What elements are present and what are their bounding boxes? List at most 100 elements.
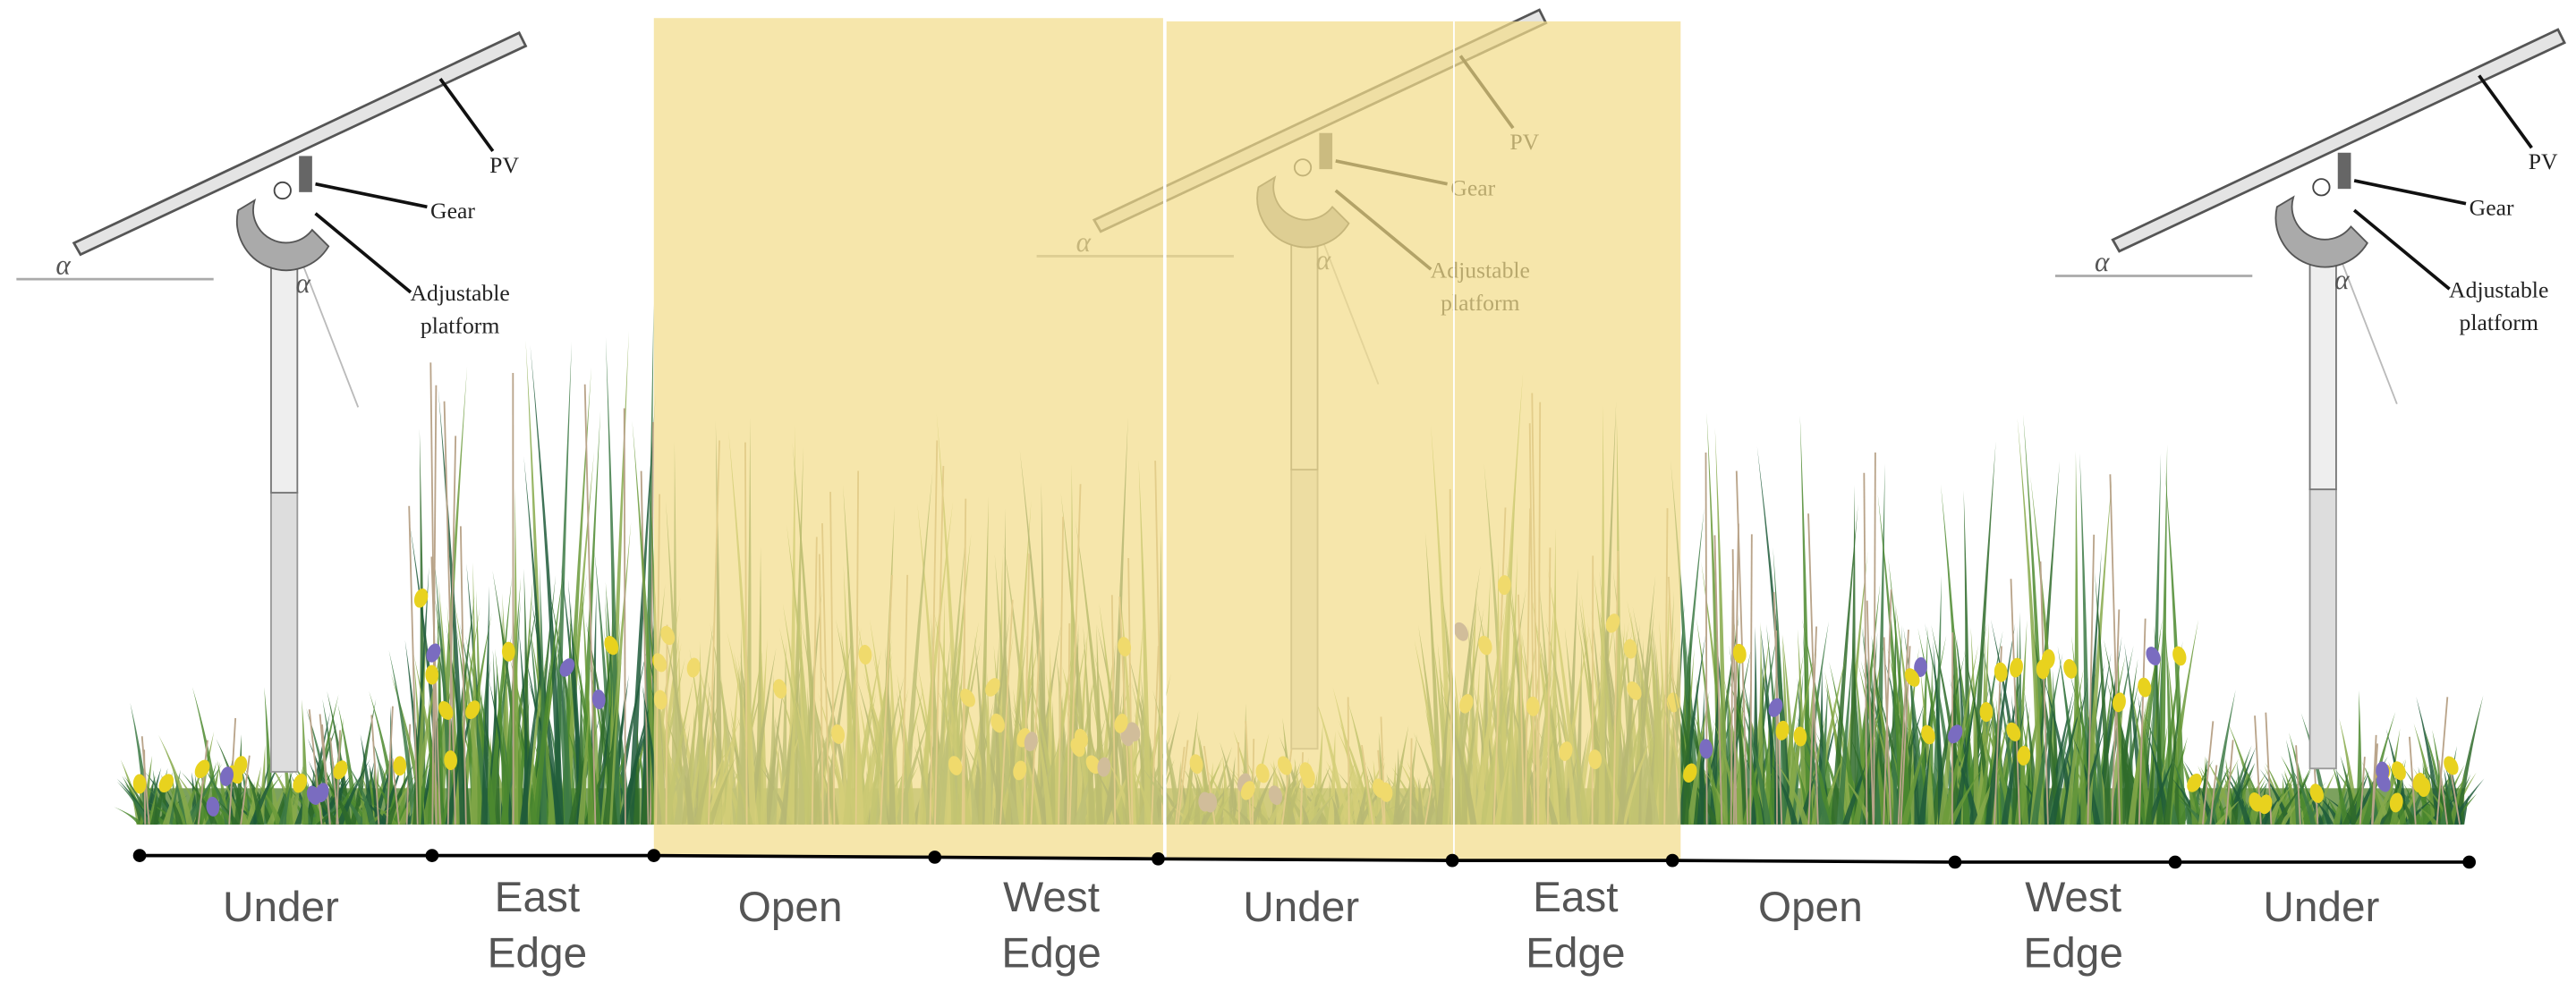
- grass-blade: [2145, 727, 2171, 825]
- zone-labels: Under East Edge Open West Edge Under East Edge Op…: [223, 874, 2380, 977]
- ground-dot: [647, 849, 661, 862]
- grass-blade: [186, 763, 223, 825]
- grass-blade: [495, 648, 509, 825]
- stem: [1807, 513, 1819, 825]
- stem: [1873, 452, 1876, 825]
- flower: [2010, 657, 2023, 678]
- stem: [1749, 534, 1753, 825]
- grass-blade: [2176, 798, 2206, 825]
- flower: [2309, 783, 2324, 803]
- stem: [2201, 721, 2215, 825]
- ground-line: [140, 853, 2470, 864]
- grass-blade: [620, 693, 653, 825]
- grass-blade: [2413, 723, 2439, 825]
- adjustable-platform: [2274, 195, 2368, 268]
- flower: [293, 774, 308, 793]
- stem: [2209, 765, 2218, 825]
- flower: [219, 766, 234, 786]
- grass-blade: [2145, 749, 2155, 825]
- alpha-label: α: [2334, 264, 2350, 295]
- stem: [1807, 626, 1818, 825]
- stem: [2087, 534, 2096, 825]
- flower: [1904, 668, 1920, 687]
- grass-blade: [116, 781, 151, 825]
- grass-blade: [1978, 706, 2015, 825]
- grass-blade: [266, 758, 301, 825]
- grass-blade: [1909, 664, 1921, 825]
- gear: [299, 156, 312, 192]
- tilt-ref: [294, 246, 360, 408]
- shade-overlay: [1166, 21, 1681, 861]
- flower: [315, 783, 329, 803]
- grass-blade: [168, 785, 186, 825]
- grass-blade: [234, 734, 242, 825]
- flower: [2138, 677, 2152, 698]
- grass-blade: [521, 706, 529, 825]
- flower: [425, 665, 439, 685]
- stem: [370, 715, 380, 825]
- grass-blade: [1877, 493, 1907, 825]
- arrow: [314, 212, 412, 294]
- grass-blade: [2181, 761, 2199, 825]
- pv-panel: [72, 30, 528, 257]
- grass-blade: [1977, 712, 1994, 825]
- zone-label: Open: [1758, 884, 1863, 931]
- stem: [240, 755, 251, 825]
- flower: [1775, 720, 1790, 741]
- grass-blade: [1953, 688, 1977, 825]
- grass-blade: [319, 773, 353, 825]
- stem: [329, 737, 339, 825]
- grass-blade: [1801, 618, 1836, 825]
- stem: [391, 758, 400, 825]
- grass-blade: [1714, 428, 1728, 825]
- stem: [2437, 760, 2448, 825]
- flower: [1921, 724, 1935, 745]
- ground-dot: [1152, 851, 1165, 866]
- pole-lower: [2308, 488, 2337, 770]
- grass-blade: [549, 591, 585, 825]
- flower: [559, 658, 575, 677]
- grass-blade: [2447, 769, 2467, 825]
- ground-dot: [1445, 853, 1459, 868]
- grass-blade: [278, 780, 292, 825]
- grass-blade: [1944, 729, 1980, 825]
- grass-blade: [205, 768, 232, 825]
- flower: [1683, 763, 1697, 783]
- grass-blade: [594, 699, 612, 825]
- flower: [1979, 702, 1994, 723]
- alpha-label: α: [2095, 246, 2110, 277]
- zone-label: Edge: [2023, 929, 2122, 977]
- stem: [431, 385, 438, 825]
- grass-blade: [304, 789, 340, 825]
- stem: [2010, 579, 2021, 825]
- pv-unit: PV Gear Adjustable platform α α: [2054, 28, 2567, 770]
- flower: [2006, 722, 2021, 741]
- grass-blade: [1696, 689, 1705, 825]
- flower: [444, 750, 457, 771]
- platform-label: platform: [421, 313, 499, 339]
- pole-upper: [270, 245, 299, 494]
- grass-blade: [2163, 690, 2181, 825]
- grass-blade: [530, 344, 565, 825]
- flower: [393, 756, 407, 776]
- grass-blade: [1888, 556, 1912, 825]
- zone-label: Edge: [1526, 929, 1625, 977]
- grass-blade: [2200, 766, 2224, 825]
- grass-blade: [549, 601, 572, 825]
- grass-blade: [509, 656, 543, 825]
- ground-dot: [1948, 855, 1962, 869]
- stem: [583, 384, 597, 825]
- grass-blade: [1687, 690, 1710, 825]
- pole-lower: [270, 491, 299, 773]
- flower: [194, 759, 210, 779]
- zone-label: Under: [223, 884, 339, 931]
- stem: [459, 526, 467, 825]
- flower: [2063, 658, 2078, 679]
- grass-blade: [2215, 797, 2243, 825]
- grass-blade: [577, 697, 591, 825]
- grass-blade: [562, 452, 595, 825]
- grass-blade: [2416, 696, 2443, 825]
- ground-dot: [928, 851, 942, 864]
- pv-label: PV: [2529, 148, 2558, 174]
